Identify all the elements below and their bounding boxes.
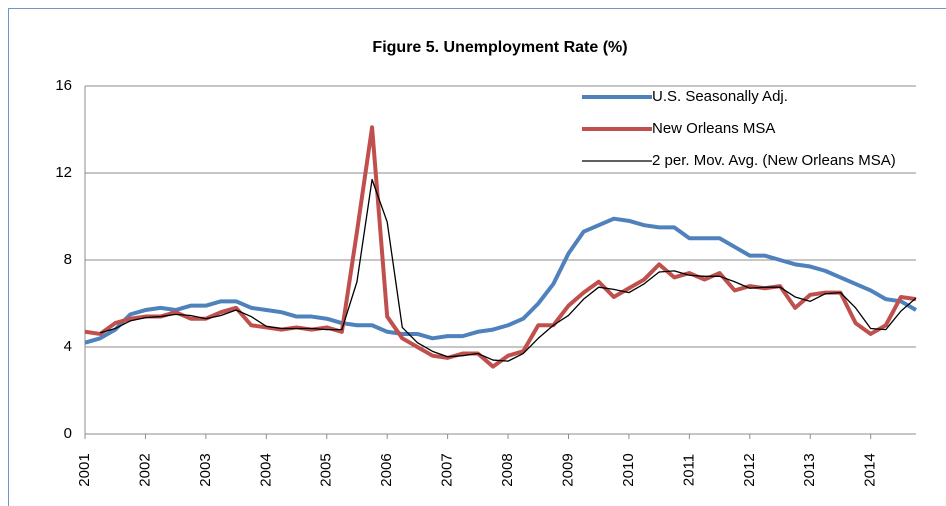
x-tick-label: 2007 [439, 453, 456, 486]
x-tick-label: 2010 [620, 453, 637, 486]
y-tick-label: 12 [55, 164, 72, 181]
legend-label: New Orleans MSA [652, 120, 775, 137]
x-tick-label: 2013 [801, 453, 818, 486]
x-tick-label: 2001 [76, 453, 93, 486]
x-tick-label: 2002 [136, 453, 153, 486]
y-tick-label: 0 [64, 425, 72, 442]
x-tick-label: 2014 [862, 453, 879, 486]
y-tick-label: 8 [64, 251, 72, 268]
y-tick-label: 4 [64, 338, 72, 355]
x-tick-label: 2008 [499, 453, 516, 486]
x-tick-label: 2004 [257, 453, 274, 486]
series-line [84, 216, 917, 345]
legend-label: 2 per. Mov. Avg. (New Orleans MSA) [652, 152, 896, 169]
x-tick-label: 2012 [741, 453, 758, 486]
series-line [99, 178, 917, 362]
x-tick-label: 2005 [318, 453, 335, 486]
chart-title: Figure 5. Unemployment Rate (%) [372, 39, 627, 56]
legend-label: U.S. Seasonally Adj. [652, 88, 788, 105]
x-tick-label: 2003 [197, 453, 214, 486]
x-tick-label: 2009 [559, 453, 576, 486]
x-tick-label: 2011 [680, 454, 697, 486]
chart-border [8, 8, 946, 506]
y-tick-label: 16 [55, 77, 72, 94]
x-tick-label: 2006 [378, 453, 395, 486]
